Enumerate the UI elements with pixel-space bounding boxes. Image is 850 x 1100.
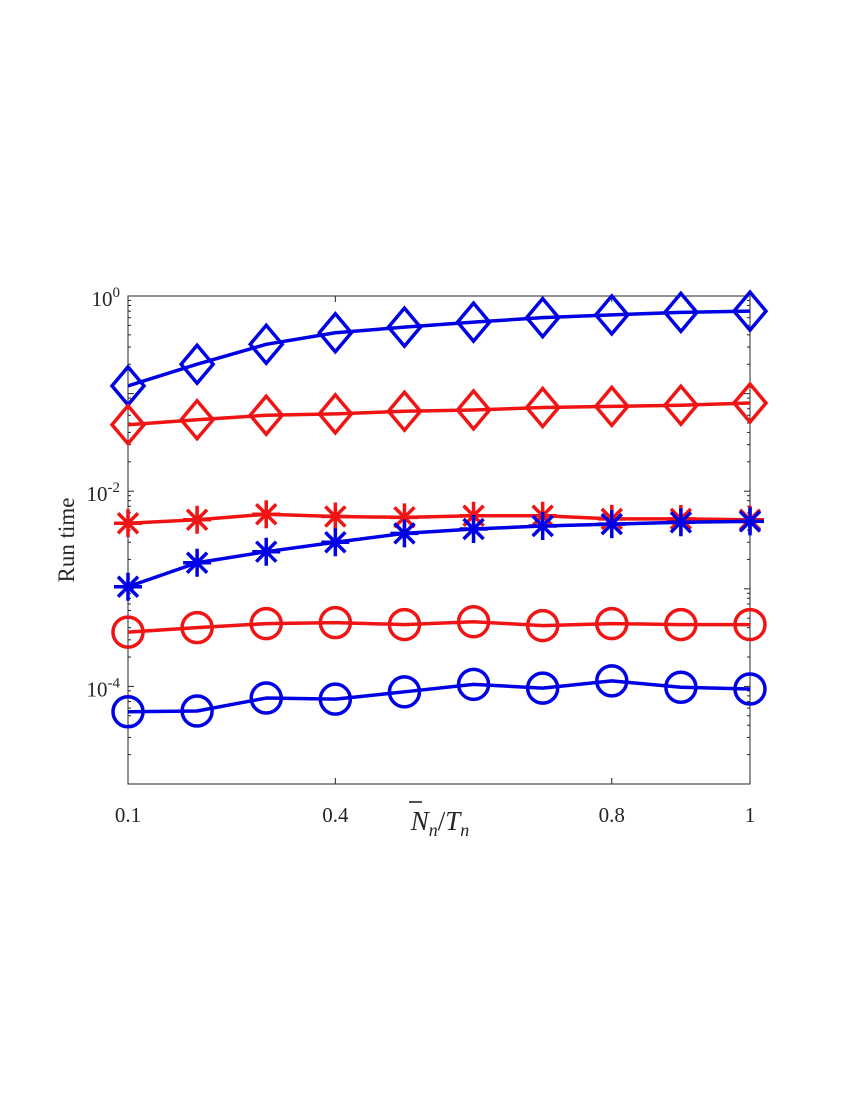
data-point-diamond xyxy=(731,381,769,425)
x-tick-label-2: 0.8 xyxy=(599,803,625,827)
x-label-slash: / xyxy=(438,806,446,836)
data-point-diamond xyxy=(247,393,285,437)
series-line xyxy=(127,619,750,634)
series-line xyxy=(127,512,751,525)
data-point-circle xyxy=(595,606,629,641)
data-point-circle xyxy=(249,606,283,641)
data-point-asterisk xyxy=(183,505,212,534)
series-line xyxy=(127,519,751,589)
data-point-circle xyxy=(318,605,353,640)
x-tick-label-1: 0.4 xyxy=(322,803,349,827)
data-point-diamond xyxy=(247,322,285,367)
data-point-circle xyxy=(180,694,214,728)
y-tick-label-1: 10-2 xyxy=(87,480,121,506)
series-line xyxy=(127,401,751,427)
data-point-circle xyxy=(456,667,491,702)
x-tick-label-3: 1 xyxy=(745,803,756,827)
series-line xyxy=(127,309,751,388)
series-0-diamond xyxy=(109,289,769,408)
data-point-diamond xyxy=(662,290,700,335)
data-point-circle xyxy=(664,607,698,642)
data-point-diamond xyxy=(593,293,631,337)
data-point-asterisk xyxy=(390,503,419,532)
y-tick-label-2: 10-4 xyxy=(87,675,121,701)
data-point-circle xyxy=(318,682,353,716)
data-point-asterisk xyxy=(183,548,212,577)
data-point-asterisk xyxy=(321,528,350,557)
data-point-diamond xyxy=(386,389,423,433)
data-point-circle xyxy=(456,604,491,639)
data-point-diamond xyxy=(178,398,216,442)
y-axis-label: Run time xyxy=(54,498,79,583)
data-point-asterisk xyxy=(528,511,557,540)
data-point-diamond xyxy=(731,289,769,333)
series-4-circle xyxy=(111,604,767,649)
data-point-diamond xyxy=(178,342,216,386)
series-1-diamond xyxy=(109,381,769,447)
data-point-circle xyxy=(111,615,145,649)
data-point-circle xyxy=(595,664,629,698)
series-line xyxy=(127,679,751,714)
data-point-asterisk xyxy=(666,508,695,537)
data-point-circle xyxy=(387,607,422,642)
plot-area xyxy=(127,295,751,785)
y-tick-label-0: 100 xyxy=(92,285,121,311)
series-layer xyxy=(109,289,769,729)
data-point-circle xyxy=(387,675,422,709)
x-tick-label-0: 0.1 xyxy=(115,803,141,827)
x-label-t: T xyxy=(445,806,462,836)
data-point-asterisk xyxy=(597,510,626,539)
data-point-asterisk xyxy=(459,514,488,543)
x-label-n-sub: n xyxy=(429,820,438,840)
data-point-diamond xyxy=(593,384,631,429)
data-point-circle xyxy=(733,672,767,706)
data-point-diamond xyxy=(317,311,354,355)
x-axis-label: Nn/Tn xyxy=(410,806,470,840)
tick-labels: 0.1 0.4 0.8 1 100 10-2 10-4 xyxy=(87,285,756,827)
data-point-diamond xyxy=(455,388,492,432)
data-point-asterisk xyxy=(252,500,281,529)
data-point-diamond xyxy=(662,383,700,427)
series-5-circle xyxy=(111,664,767,729)
data-point-circle xyxy=(664,670,698,705)
data-point-diamond xyxy=(317,392,354,436)
data-point-asterisk xyxy=(114,572,142,601)
data-point-circle xyxy=(733,607,767,642)
data-point-diamond xyxy=(109,402,147,447)
series-3-asterisk xyxy=(114,507,764,601)
data-point-asterisk xyxy=(321,502,350,531)
x-label-n: N xyxy=(410,806,431,836)
data-point-asterisk xyxy=(114,509,142,538)
data-point-asterisk xyxy=(390,519,419,548)
data-point-circle xyxy=(249,681,283,715)
data-point-asterisk xyxy=(736,507,764,536)
data-point-circle xyxy=(111,694,145,729)
data-point-diamond xyxy=(455,300,492,344)
data-point-diamond xyxy=(524,385,561,430)
x-label-t-sub: n xyxy=(460,820,469,840)
data-point-circle xyxy=(180,610,214,645)
data-point-circle xyxy=(525,608,560,643)
data-point-diamond xyxy=(386,305,423,349)
data-point-circle xyxy=(525,671,560,705)
data-point-diamond xyxy=(524,295,561,340)
data-point-asterisk xyxy=(252,537,281,566)
